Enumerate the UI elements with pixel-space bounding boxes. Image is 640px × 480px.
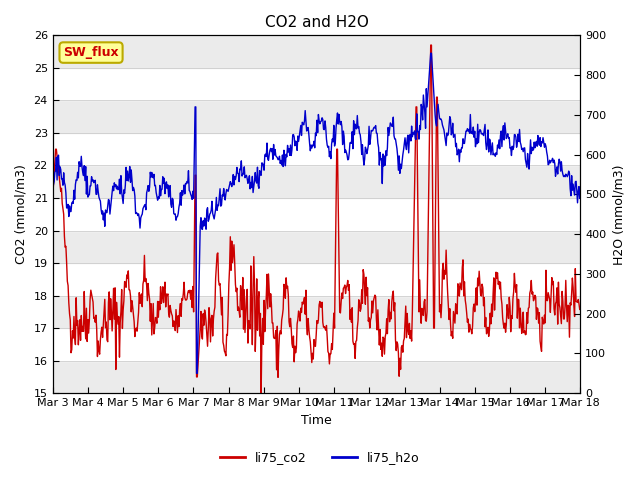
Bar	[52, 360, 580, 393]
Title: CO2 and H2O: CO2 and H2O	[264, 15, 369, 30]
X-axis label: Time: Time	[301, 414, 332, 427]
Bar	[52, 230, 580, 263]
Bar	[52, 166, 580, 198]
Y-axis label: CO2 (mmol/m3): CO2 (mmol/m3)	[15, 164, 28, 264]
Bar	[52, 296, 580, 328]
Bar	[52, 263, 580, 296]
Bar	[52, 100, 580, 133]
Text: SW_flux: SW_flux	[63, 46, 119, 59]
Bar	[52, 36, 580, 68]
Bar	[52, 68, 580, 100]
Bar	[52, 328, 580, 360]
Bar	[52, 198, 580, 230]
Y-axis label: H2O (mmol/m3): H2O (mmol/m3)	[612, 164, 625, 264]
Bar	[52, 133, 580, 166]
Legend: li75_co2, li75_h2o: li75_co2, li75_h2o	[215, 446, 425, 469]
